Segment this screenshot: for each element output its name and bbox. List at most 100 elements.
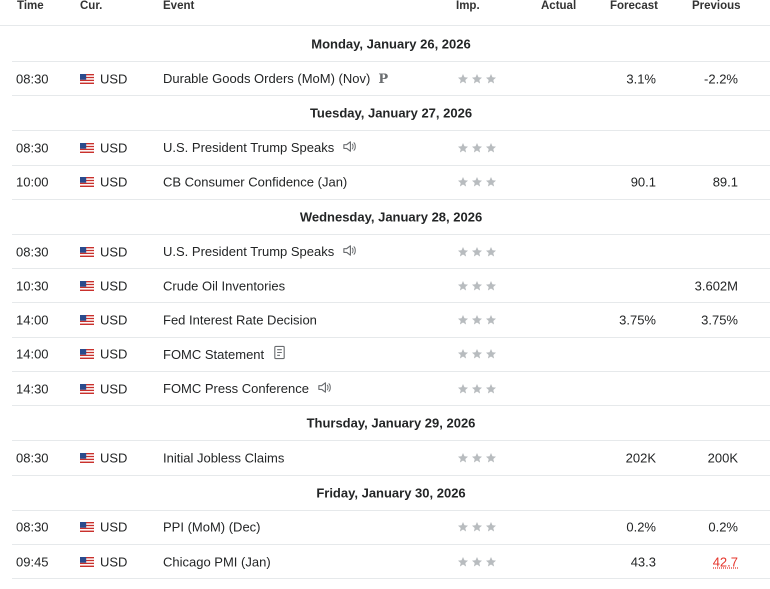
importance-star-icon	[472, 315, 482, 325]
importance-star-icon	[486, 315, 496, 325]
header-importance[interactable]: Imp.	[456, 0, 480, 12]
importance-star-icon	[486, 246, 496, 256]
event-time: 08:30	[16, 519, 49, 535]
event-previous: 200K	[707, 450, 738, 466]
importance-star-icon	[472, 246, 482, 256]
us-flag-icon	[80, 142, 94, 153]
event-name[interactable]: PPI (MoM) (Dec)	[163, 519, 261, 535]
event-currency: USD	[100, 312, 128, 328]
event-row[interactable]: 08:30 USD U.S. President Trump Speaks	[12, 131, 770, 166]
preliminary-icon: P	[378, 71, 389, 87]
event-time: 14:00	[16, 346, 49, 362]
event-name-cell[interactable]: FOMC Press Conference	[163, 380, 332, 398]
header-actual[interactable]: Actual	[541, 0, 577, 12]
event-name-cell[interactable]: U.S. President Trump Speaks	[163, 243, 357, 261]
day-date: Thursday, January 29, 2026	[306, 415, 476, 431]
event-row[interactable]: 08:30 USD U.S. President Trump Speaks	[12, 235, 770, 270]
header-previous[interactable]: Previous	[692, 0, 741, 12]
importance-rating	[457, 521, 497, 533]
us-flag-icon	[80, 556, 94, 567]
event-time: 08:30	[16, 140, 49, 156]
day-header-row: Monday, January 26, 2026	[12, 27, 770, 62]
us-flag-icon	[80, 280, 94, 291]
event-name[interactable]: U.S. President Trump Speaks	[163, 244, 335, 260]
event-name[interactable]: FOMC Press Conference	[163, 381, 309, 397]
importance-star-icon	[458, 453, 468, 463]
event-time: 08:30	[16, 71, 49, 87]
header-forecast[interactable]: Forecast	[610, 0, 658, 12]
importance-rating	[457, 176, 497, 188]
event-currency: USD	[100, 278, 128, 294]
event-name[interactable]: Durable Goods Orders (MoM) (Nov)	[163, 71, 371, 87]
event-row[interactable]: 09:45 USD Chicago PMI (Jan) 43.3 42.7	[12, 545, 770, 580]
event-previous[interactable]: 42.7	[712, 554, 738, 570]
event-row[interactable]: 08:30 USD PPI (MoM) (Dec) 0.2% 0.2%	[12, 511, 770, 545]
importance-star-icon	[458, 142, 468, 153]
event-time: 08:30	[16, 244, 49, 260]
event-name[interactable]: Crude Oil Inventories	[163, 278, 286, 294]
event-name-cell[interactable]: Chicago PMI (Jan)	[163, 554, 271, 569]
event-name[interactable]: Fed Interest Rate Decision	[163, 312, 317, 328]
event-time: 14:00	[16, 312, 49, 328]
header-event[interactable]: Event	[163, 0, 195, 12]
importance-star-icon	[458, 556, 468, 567]
us-flag-icon	[80, 315, 94, 326]
event-name[interactable]: U.S. President Trump Speaks	[163, 140, 335, 156]
header-time[interactable]: Time	[17, 0, 44, 12]
day-header-row: Tuesday, January 27, 2026	[12, 96, 770, 132]
importance-star-icon	[458, 349, 468, 359]
event-forecast: 3.75%	[619, 312, 656, 328]
event-name-cell[interactable]: PPI (MoM) (Dec)	[163, 520, 261, 535]
importance-star-icon	[472, 522, 482, 532]
event-row[interactable]: 14:30 USD FOMC Press Conference	[12, 372, 770, 407]
event-name[interactable]: Chicago PMI (Jan)	[163, 554, 271, 570]
importance-star-icon	[472, 383, 482, 394]
event-name-cell[interactable]: Durable Goods Orders (MoM) (Nov) P	[163, 71, 388, 87]
event-forecast: 0.2%	[626, 519, 656, 535]
event-currency: USD	[100, 71, 128, 87]
event-row[interactable]: 14:00 USD FOMC Statement	[12, 338, 770, 373]
importance-rating	[457, 383, 497, 395]
day-date: Friday, January 30, 2026	[316, 485, 466, 501]
event-name[interactable]: FOMC Statement	[163, 346, 265, 362]
event-name[interactable]: CB Consumer Confidence (Jan)	[163, 174, 348, 190]
importance-star-icon	[472, 349, 482, 359]
us-flag-icon	[80, 453, 94, 464]
speaker-icon	[342, 243, 357, 261]
event-name-cell[interactable]: Fed Interest Rate Decision	[163, 313, 317, 328]
day-header-row: Wednesday, January 28, 2026	[12, 200, 770, 235]
importance-star-icon	[472, 177, 482, 187]
event-name-cell[interactable]: CB Consumer Confidence (Jan)	[163, 175, 347, 190]
event-row[interactable]: 10:30 USD Crude Oil Inventories 3.602M	[12, 269, 770, 304]
header-currency[interactable]: Cur.	[80, 0, 103, 12]
importance-star-icon	[486, 522, 496, 532]
event-name-cell[interactable]: FOMC Statement	[163, 345, 287, 363]
event-forecast: 90.1	[630, 174, 656, 190]
importance-star-icon	[486, 142, 496, 153]
day-header-row: Thursday, January 29, 2026	[12, 406, 770, 442]
event-currency: USD	[100, 554, 128, 570]
event-previous: 89.1	[712, 174, 738, 190]
event-name-cell[interactable]: U.S. President Trump Speaks	[163, 139, 357, 157]
event-row[interactable]: 08:30 USD Durable Goods Orders (MoM) (Nov)…	[12, 62, 770, 97]
event-currency: USD	[100, 174, 128, 190]
us-flag-icon	[80, 73, 94, 84]
us-flag-icon	[80, 522, 94, 533]
event-time: 10:00	[16, 174, 49, 190]
event-row[interactable]: 10:00 USD CB Consumer Confidence (Jan) 90.1…	[12, 166, 770, 200]
day-date: Wednesday, January 28, 2026	[299, 209, 483, 225]
importance-rating	[457, 452, 497, 464]
event-name-cell[interactable]: Crude Oil Inventories	[163, 278, 285, 293]
importance-star-icon	[486, 177, 496, 187]
importance-star-icon	[458, 315, 468, 325]
event-name[interactable]: Initial Jobless Claims	[163, 450, 285, 466]
event-currency: USD	[100, 519, 128, 535]
speaker-icon	[317, 380, 332, 398]
importance-rating	[457, 73, 497, 85]
event-row[interactable]: 08:30 USD Initial Jobless Claims 202K 200K	[12, 441, 770, 476]
event-row[interactable]: 14:00 USD Fed Interest Rate Decision 3.75% 3…	[12, 304, 770, 338]
event-name-cell[interactable]: Initial Jobless Claims	[163, 451, 284, 466]
event-previous: 3.75%	[701, 312, 738, 328]
event-time: 08:30	[16, 450, 49, 466]
